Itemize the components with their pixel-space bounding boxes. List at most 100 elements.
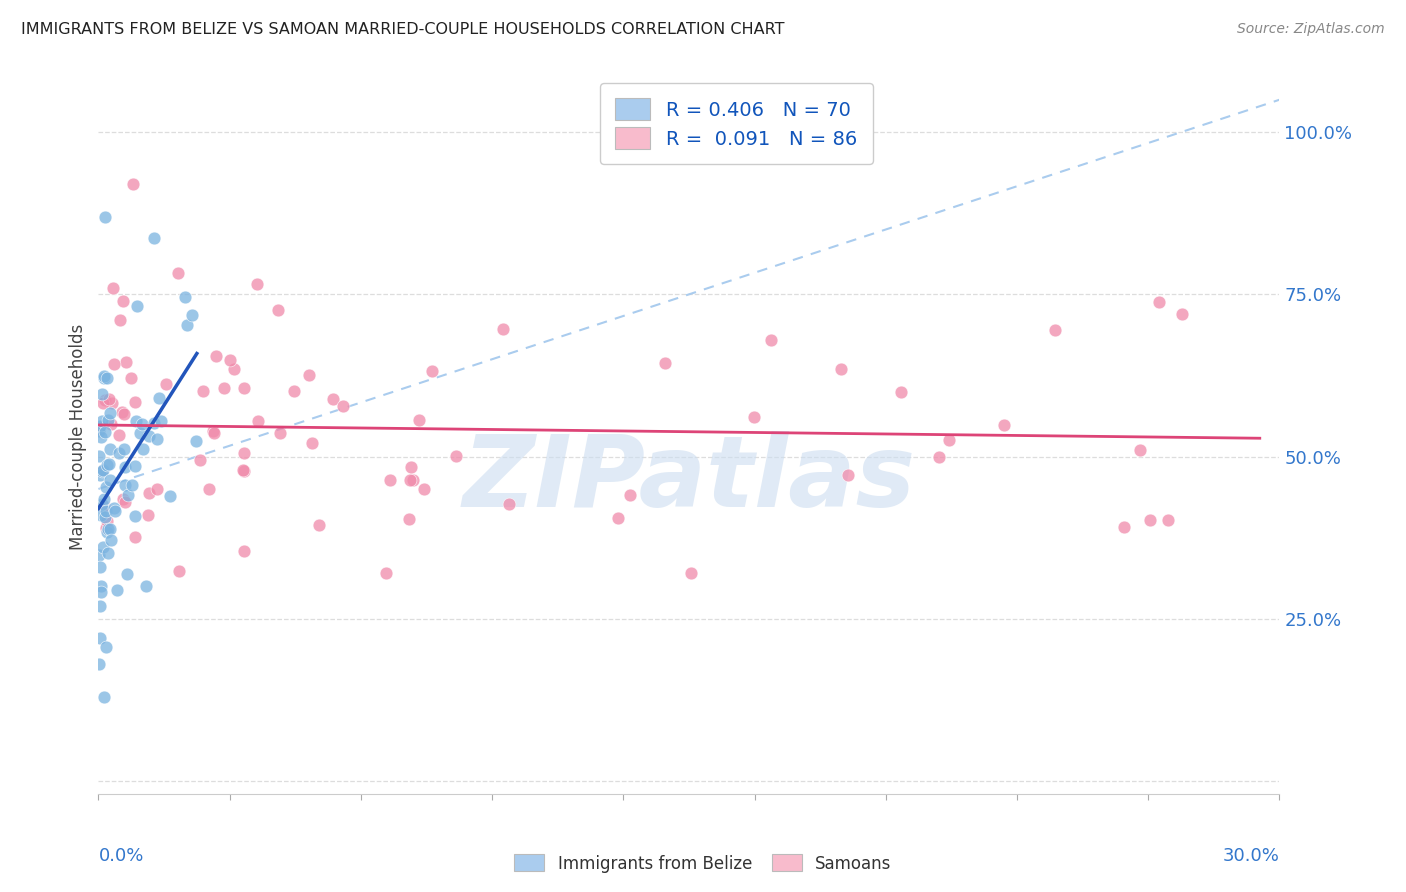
Point <box>167 564 190 578</box>
Point <box>89 420 111 434</box>
Point <box>94 503 117 517</box>
Text: 30.0%: 30.0% <box>1223 847 1279 865</box>
Point <box>993 418 1015 433</box>
Point <box>112 407 135 421</box>
Point <box>91 396 114 410</box>
Point <box>184 434 207 448</box>
Point <box>1129 442 1152 457</box>
Point <box>97 457 120 471</box>
Point <box>654 356 676 370</box>
Point <box>219 352 242 367</box>
Point <box>124 458 146 473</box>
Point <box>198 482 221 496</box>
Text: ZIPatlas: ZIPatlas <box>463 432 915 528</box>
Point <box>176 318 198 333</box>
Point <box>96 524 118 539</box>
Point <box>91 541 114 555</box>
Point <box>112 492 135 507</box>
Point <box>124 508 146 523</box>
Point <box>146 432 169 446</box>
Point <box>111 405 134 419</box>
Point <box>103 501 125 516</box>
Point <box>94 521 117 535</box>
Point <box>96 371 118 385</box>
Point <box>193 384 215 398</box>
Text: 0.0%: 0.0% <box>98 847 143 865</box>
Point <box>100 533 122 548</box>
Point <box>114 355 136 369</box>
Point <box>1157 512 1180 526</box>
Point <box>104 503 127 517</box>
Point <box>138 429 160 443</box>
Y-axis label: Married-couple Households: Married-couple Households <box>69 324 87 550</box>
Point <box>124 530 146 544</box>
Point <box>681 566 703 581</box>
Point <box>87 548 110 562</box>
Point <box>98 406 121 420</box>
Point <box>322 392 344 406</box>
Point <box>308 517 330 532</box>
Point <box>830 362 852 376</box>
Point <box>269 425 291 440</box>
Point <box>108 313 131 327</box>
Point <box>89 424 111 438</box>
Point <box>744 409 766 424</box>
Point <box>146 482 169 496</box>
Point <box>89 559 111 574</box>
Point <box>212 381 235 395</box>
Point <box>408 413 430 427</box>
Point <box>446 449 468 463</box>
Point <box>93 690 115 704</box>
Point <box>96 458 118 472</box>
Point <box>93 371 115 385</box>
Point <box>103 357 125 371</box>
Point <box>89 599 111 613</box>
Legend: Immigrants from Belize, Samoans: Immigrants from Belize, Samoans <box>508 847 898 880</box>
Point <box>135 579 157 593</box>
Point <box>96 514 118 528</box>
Point <box>413 483 436 497</box>
Point <box>93 368 115 383</box>
Point <box>90 387 112 401</box>
Point <box>90 430 112 444</box>
Point <box>87 422 110 436</box>
Point <box>90 579 112 593</box>
Point <box>267 303 290 318</box>
Point <box>91 464 114 478</box>
Point <box>401 473 423 487</box>
Point <box>606 510 628 524</box>
Point <box>89 418 111 433</box>
Point <box>117 488 139 502</box>
Point <box>759 333 782 347</box>
Point <box>91 464 114 478</box>
Point <box>283 384 305 398</box>
Point <box>143 230 166 244</box>
Point <box>232 544 254 558</box>
Point <box>93 499 115 513</box>
Point <box>108 446 131 460</box>
Point <box>232 463 254 477</box>
Point <box>97 392 120 406</box>
Point <box>155 377 177 392</box>
Point <box>97 522 120 536</box>
Point <box>115 567 138 582</box>
Point <box>90 497 112 511</box>
Point <box>87 657 110 672</box>
Point <box>94 480 117 494</box>
Point <box>246 277 269 291</box>
Point <box>233 464 256 478</box>
Point <box>890 384 912 399</box>
Point <box>98 442 121 456</box>
Point <box>97 412 120 426</box>
Point <box>136 508 159 523</box>
Point <box>142 417 165 431</box>
Point <box>420 364 443 378</box>
Point <box>105 583 128 598</box>
Point <box>90 585 112 599</box>
Point <box>132 442 155 456</box>
Point <box>332 399 354 413</box>
Point <box>101 395 124 409</box>
Point <box>232 381 254 395</box>
Point <box>122 177 145 191</box>
Point <box>129 425 152 440</box>
